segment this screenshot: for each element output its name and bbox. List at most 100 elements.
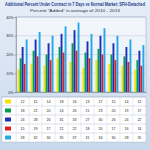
table-col-line (132, 97, 133, 142)
table-cell: 17 (47, 127, 51, 131)
table-cell: 35 (60, 136, 64, 140)
y-tick-label: 20% (6, 53, 14, 57)
table-cell: 28 (34, 118, 38, 122)
table-cell: 22 (137, 118, 141, 122)
bar (74, 30, 76, 92)
bar (110, 55, 112, 93)
bar-series (26, 23, 145, 92)
bar (87, 41, 89, 92)
grid-line (16, 35, 146, 36)
table-cell: 15 (111, 100, 115, 104)
table-cell: 27 (85, 118, 89, 122)
bar (65, 26, 67, 92)
bar (114, 60, 116, 92)
table-cell: 16 (73, 100, 77, 104)
table-swatch (5, 109, 11, 113)
table-cell: 23 (98, 109, 102, 113)
table-row-line (2, 124, 146, 125)
y-tick-label: 30% (6, 34, 14, 38)
bars (18, 23, 145, 92)
y-tick-label: 10% (6, 72, 14, 76)
table-cell: 13 (85, 100, 89, 104)
bar (52, 36, 54, 92)
bar (104, 28, 106, 92)
bar (78, 23, 80, 92)
y-tick: 30% (6, 34, 16, 38)
y-tick-label: 0% (8, 91, 14, 95)
table-col-line (68, 97, 69, 142)
bar (57, 58, 59, 92)
table-cell: 30 (111, 136, 115, 140)
bar (100, 36, 102, 92)
bar (102, 55, 104, 93)
table-col-line (16, 97, 17, 142)
table-cell: 22 (34, 109, 38, 113)
table-cell: 17 (137, 109, 141, 113)
table-col-line (42, 97, 43, 142)
table-cell: 12 (137, 100, 141, 104)
bar (22, 47, 24, 92)
table-cell: 15 (21, 127, 25, 131)
table-cell: 14 (124, 100, 128, 104)
bar-series (22, 30, 141, 92)
bar (121, 66, 123, 92)
bar (134, 70, 136, 93)
table-cell: 19 (34, 127, 38, 131)
bar-series (24, 51, 143, 92)
table-cell: 24 (60, 109, 64, 113)
table-cell: 20 (111, 109, 115, 113)
data-table: 1215141816131715141218222024262123201917… (2, 97, 146, 142)
bar (96, 60, 98, 92)
table-cell: 14 (47, 100, 51, 104)
table-cell: 26 (111, 118, 115, 122)
chart: Additional Percent Under Contract in 7 D… (0, 0, 150, 150)
table-cell: 34 (98, 136, 102, 140)
bar (140, 66, 142, 92)
table-cell: 17 (111, 127, 115, 131)
table-cell: 22 (73, 127, 77, 131)
plot-area (16, 17, 146, 92)
table-cell: 24 (21, 118, 25, 122)
table-cell: 28 (21, 136, 25, 140)
y-tick: 20% (6, 53, 16, 57)
table-cell: 14 (137, 127, 141, 131)
bar (116, 36, 118, 92)
table-swatch (5, 118, 11, 122)
table-cell: 31 (60, 118, 64, 122)
bar (129, 40, 131, 93)
bar (37, 56, 39, 92)
table-cell: 26 (47, 118, 51, 122)
table-swatch (5, 100, 11, 104)
y-tick-label: 40% (6, 16, 14, 20)
table-cell: 30 (98, 118, 102, 122)
bar (46, 55, 48, 93)
table-cell: 21 (60, 127, 64, 131)
bar (70, 62, 72, 92)
table-swatch (5, 136, 11, 140)
table-cell: 24 (124, 118, 128, 122)
bar (18, 70, 20, 93)
table-row-line (2, 97, 146, 98)
bar (112, 43, 114, 92)
table-col-line (119, 97, 120, 142)
y-tick: 0% (8, 91, 16, 95)
background (0, 0, 150, 150)
bar (125, 47, 127, 92)
table-cell: 28 (124, 136, 128, 140)
bar (63, 53, 65, 92)
table-cell: 16 (124, 127, 128, 131)
y-tick-mark (15, 92, 17, 93)
grid (16, 17, 146, 92)
y-tick-mark (15, 17, 17, 18)
table-cell: 20 (98, 127, 102, 131)
table-col-line (81, 97, 82, 142)
bar (76, 51, 78, 92)
y-tick-mark (15, 55, 17, 56)
table-cell: 30 (47, 136, 51, 140)
title: Additional Percent Under Contract in 7 D… (5, 2, 145, 7)
bar (136, 60, 138, 92)
bar (83, 68, 85, 92)
table-cell: 19 (124, 109, 128, 113)
bar (98, 49, 100, 92)
bar (31, 64, 33, 92)
